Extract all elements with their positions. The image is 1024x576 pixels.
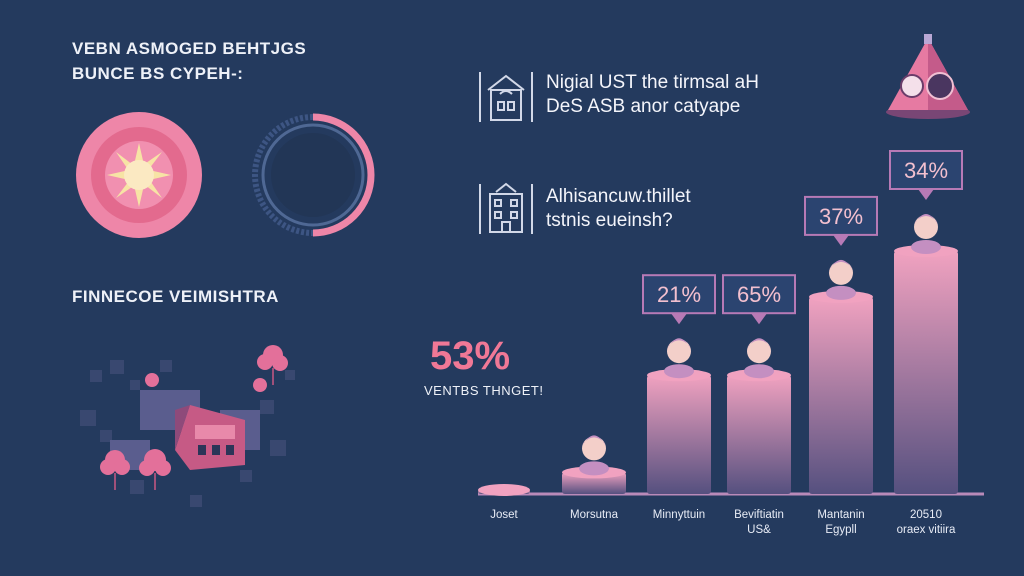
category-label-line: oraex vitiira xyxy=(896,524,956,536)
question-2-line-2: tstnis eueinsh? xyxy=(546,210,673,231)
question-1-line-2: DeS ASB anor catyape xyxy=(546,96,741,117)
data-label: 65% xyxy=(737,282,781,307)
data-label-bubble: 34% xyxy=(889,150,963,200)
bar-5 xyxy=(894,251,958,494)
header-line-2: BUNCE BS CYPEH-: xyxy=(72,64,244,83)
data-label: 34% xyxy=(904,158,948,183)
bar-chart: 21% 65% 37% 34% xyxy=(478,150,984,496)
city-illustration xyxy=(80,345,295,507)
category-label-line: US& xyxy=(747,524,771,536)
bar-1 xyxy=(562,472,626,494)
sun-circle-icon xyxy=(76,112,202,238)
question-1-line-1: Nigial UST the tirmsal aH xyxy=(546,72,759,93)
highlight-value: 53% xyxy=(430,334,511,378)
category-label: Joset xyxy=(459,508,549,523)
office-building-icon xyxy=(479,182,533,234)
data-label-bubble: 65% xyxy=(722,274,796,325)
category-label: Beviftiatin US& xyxy=(714,508,804,538)
data-label-bubble: 37% xyxy=(804,195,878,246)
category-label-line: Morsutna xyxy=(570,509,618,521)
category-label: Morsutna xyxy=(549,508,639,523)
category-label-line: 20510 xyxy=(910,509,942,521)
category-label: Minnyttuin xyxy=(634,508,724,523)
building-icon xyxy=(479,72,533,122)
pyramid-illustration xyxy=(886,34,970,119)
category-label-line: Beviftiatin xyxy=(734,509,784,521)
data-label: 37% xyxy=(819,204,863,229)
data-label-bubble: 21% xyxy=(642,274,716,325)
bar-4 xyxy=(809,296,873,494)
section-label: FINNECOE VEIMISHTRA xyxy=(72,287,279,306)
highlight-caption: VENTBS THNGET! xyxy=(424,383,544,398)
category-label-line: Mantanin xyxy=(817,509,865,521)
category-label: 20510 oraex vitiira xyxy=(881,508,971,538)
category-label-line: Egypll xyxy=(825,524,857,536)
header-line-1: VEBN ASMOGED BEHTJGS xyxy=(72,39,307,58)
person-figure-icon xyxy=(744,338,774,379)
bar-2 xyxy=(647,375,711,494)
ring-gauge xyxy=(252,113,375,237)
category-label-line: Minnyttuin xyxy=(652,509,706,521)
bar-3 xyxy=(727,375,791,494)
person-figure-icon xyxy=(826,259,856,300)
category-label-line: Joset xyxy=(490,509,518,521)
category-label: Mantanin Egypll xyxy=(796,508,886,538)
person-figure-icon xyxy=(664,338,694,379)
bar-cap-0 xyxy=(478,484,530,496)
person-figure-icon xyxy=(579,435,609,476)
question-2-line-1: Alhisancuw.thillet xyxy=(546,186,691,207)
person-figure-icon xyxy=(911,214,941,254)
data-label: 21% xyxy=(657,282,701,307)
